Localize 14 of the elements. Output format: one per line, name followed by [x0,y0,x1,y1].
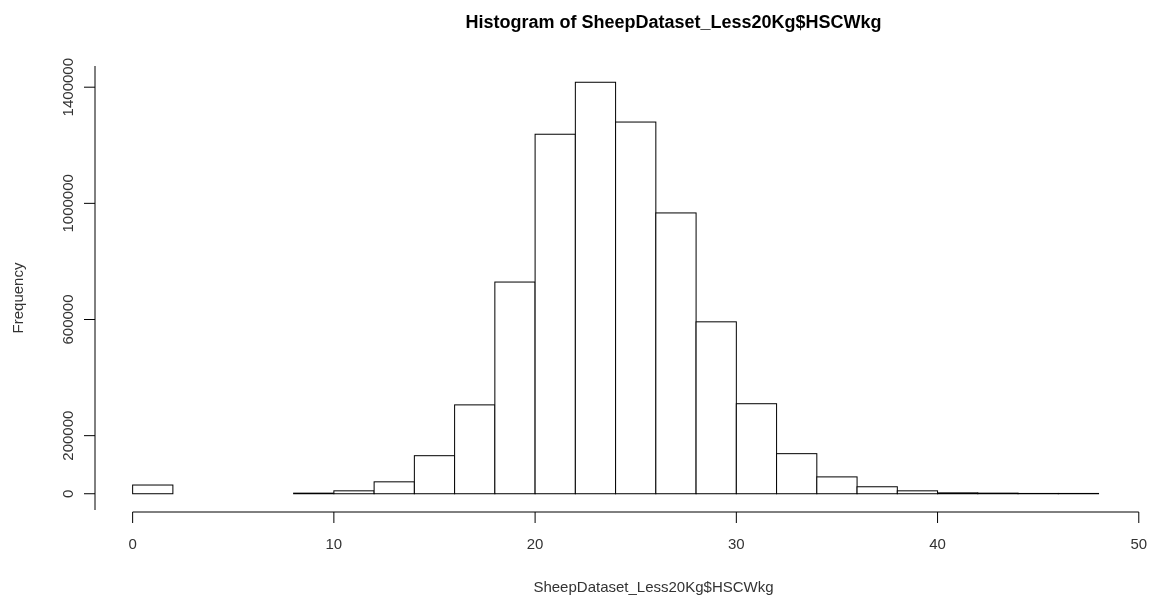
y-axis-title: Frequency [9,262,26,334]
y-tick-label: 600000 [59,294,76,345]
chart-title: Histogram of SheepDataset_Less20Kg$HSCWkg [465,12,882,32]
x-tick-label: 10 [325,535,343,552]
x-tick-label: 40 [929,535,946,552]
x-tick-label: 20 [526,535,544,552]
y-tick-label: 1400000 [59,58,76,117]
y-tick-label: 200000 [59,410,76,461]
x-tick-label: 50 [1130,535,1148,552]
x-tick-label: 30 [727,535,745,552]
y-tick-label: 1000000 [59,174,76,233]
x-axis-title: SheepDataset_Less20Kg$HSCWkg [533,578,774,595]
x-tick-label: 0 [128,535,137,552]
y-tick-label: 0 [59,489,76,498]
